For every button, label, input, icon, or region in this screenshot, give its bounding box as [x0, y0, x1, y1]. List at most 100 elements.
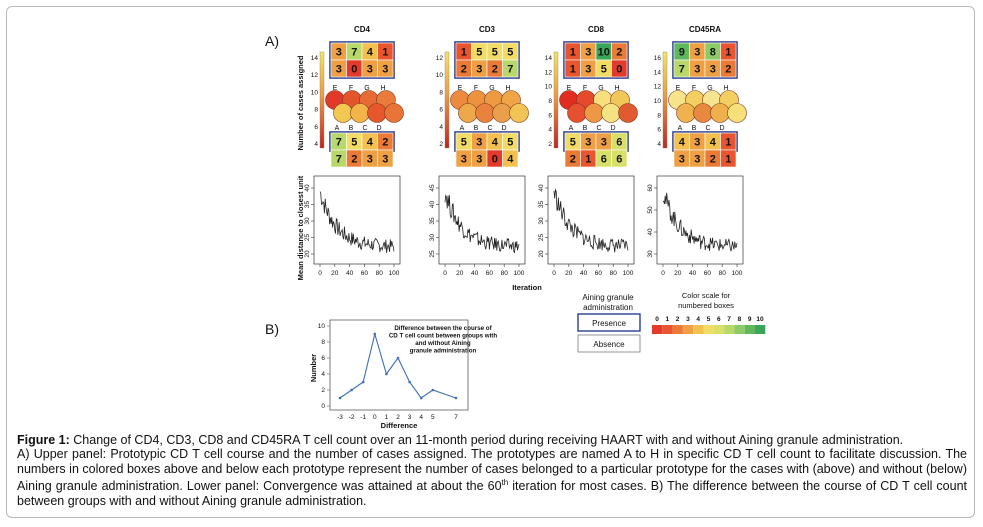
- chart-b-frame: [329, 319, 469, 411]
- prototype-letter-A: A: [678, 125, 683, 132]
- legend-scale-swatch: [652, 325, 663, 334]
- x-tick-label: 40: [346, 270, 354, 277]
- panel-title-cd45ra: CD45RA: [689, 25, 721, 34]
- legend-scale-swatch: [693, 325, 704, 334]
- panel-title-cd4: CD4: [354, 25, 371, 34]
- y-tick-label: 30: [429, 234, 436, 242]
- chart-b-point: [454, 396, 458, 400]
- caption-line-3: iteration for most cases. B) The differe…: [17, 479, 968, 508]
- chart-b-point: [419, 396, 423, 400]
- scale-tick-label: 10: [311, 89, 319, 96]
- scale-tick-label: 6: [657, 127, 661, 134]
- ylabel-mean-distance: Mean distance to closest unit: [296, 175, 305, 280]
- x-tick-label: 100: [623, 270, 634, 277]
- prototype-letter-H: H: [723, 85, 728, 92]
- x-tick-label: 40: [580, 270, 588, 277]
- count-cell-value: 2: [725, 64, 731, 76]
- chart-b-point: [350, 388, 353, 392]
- caption-line-2: A) Upper panel: Prototypic CD T cell cou…: [17, 447, 967, 494]
- chart-b-series-line: [339, 331, 457, 399]
- color-scale-bar: [553, 51, 559, 149]
- prototype-letter-D: D: [719, 125, 724, 132]
- legend-scale-title-line-2: numbered boxes: [678, 301, 734, 310]
- y-tick-label: 25: [429, 250, 436, 258]
- prototype-letter-E: E: [567, 85, 572, 92]
- count-cell-value: 3: [694, 137, 700, 149]
- prototype-letter-B: B: [349, 125, 354, 132]
- x-tick-label: 0: [318, 270, 322, 277]
- count-cell: [720, 59, 737, 78]
- convergence-plot-frame: [547, 175, 635, 265]
- y-tick-label: 25: [304, 234, 311, 242]
- count-cell-value: 10: [598, 47, 610, 59]
- x-tick-label: 20: [674, 270, 682, 277]
- x-tick-label: 80: [501, 270, 509, 277]
- legend-scale-tick: 0: [655, 316, 659, 323]
- count-cell-value: 1: [725, 154, 731, 166]
- prototype-letter-B: B: [692, 125, 697, 132]
- count-cell-value: 3: [694, 154, 700, 166]
- legend-scale-swatch: [703, 325, 714, 334]
- y-tick-label: 30: [647, 250, 654, 258]
- count-cell-value: 0: [351, 64, 357, 76]
- prototype-circle: [492, 103, 512, 123]
- scale-tick-label: 8: [657, 112, 661, 119]
- chart-b-point: [408, 380, 411, 384]
- figure-caption: Figure 1: Change of CD4, CD3, CD8 and CD…: [17, 433, 967, 508]
- count-cell-value: 9: [679, 47, 685, 59]
- scale-tick-label: 8: [439, 89, 443, 96]
- prototype-circle: [567, 103, 587, 123]
- count-cell-value: 6: [616, 154, 622, 166]
- legend-scale-swatch: [724, 325, 735, 334]
- chart-b-y-tick-label: 6: [321, 355, 325, 362]
- x-tick-label: 100: [732, 270, 743, 277]
- legend-absence-box: [577, 334, 641, 353]
- count-cell-value: 2: [461, 64, 467, 76]
- prototype-circle: [584, 103, 604, 123]
- prototype-letter-G: G: [364, 85, 369, 92]
- legend-scale-swatch: [713, 325, 725, 334]
- count-cell-value: 4: [492, 137, 499, 149]
- y-tick-label: 45: [429, 184, 436, 192]
- prototype-letter-A: A: [335, 125, 340, 132]
- legend-scale-tick: 9: [748, 316, 752, 323]
- scale-tick-label: 14: [545, 55, 553, 62]
- prototype-circle: [458, 103, 478, 123]
- count-cell-value: 3: [694, 47, 700, 59]
- convergence-plot-frame: [313, 175, 401, 265]
- chart-b-title-line: Difference between the course of: [394, 325, 492, 332]
- chart-b-title-line: granule administration: [410, 348, 477, 355]
- legend-scale-swatch: [662, 325, 673, 334]
- chart-b-y-tick-label: 8: [321, 339, 325, 346]
- panel-label-b: B): [265, 321, 279, 337]
- y-tick-label: 40: [304, 184, 311, 192]
- count-cell-value: 2: [616, 47, 622, 59]
- prototype-letter-F: F: [583, 85, 587, 92]
- x-tick-label: 0: [661, 270, 665, 277]
- x-tick-label: 80: [719, 270, 727, 277]
- count-cell-value: 3: [585, 64, 591, 76]
- chart-b-y-tick-label: 10: [318, 323, 326, 330]
- x-tick-label: 40: [689, 270, 697, 277]
- prototype-letter-G: G: [489, 85, 494, 92]
- x-tick-label: 60: [704, 270, 712, 277]
- prototype-letter-A: A: [569, 125, 574, 132]
- count-cell-value: 3: [476, 137, 482, 149]
- chart-b-point: [338, 396, 342, 400]
- legend-scale-tick: 10: [756, 316, 764, 323]
- count-cell-value: 4: [507, 154, 514, 166]
- convergence-trace: [553, 188, 629, 253]
- count-cell-value: 5: [570, 137, 576, 149]
- count-cell-value: 7: [351, 47, 357, 59]
- chart-b-x-tick-label: 5: [431, 414, 435, 421]
- x-tick-label: 20: [456, 270, 464, 277]
- count-cell-value: 7: [336, 137, 342, 149]
- count-cell-value: 3: [601, 137, 607, 149]
- prototype-letter-H: H: [380, 85, 385, 92]
- prototype-letter-C: C: [362, 125, 367, 132]
- prototype-circle: [727, 103, 747, 123]
- prototype-letter-C: C: [705, 125, 710, 132]
- chart-b-point: [396, 356, 400, 360]
- count-cell-value: 3: [382, 64, 388, 76]
- scale-tick-label: 2: [439, 141, 443, 148]
